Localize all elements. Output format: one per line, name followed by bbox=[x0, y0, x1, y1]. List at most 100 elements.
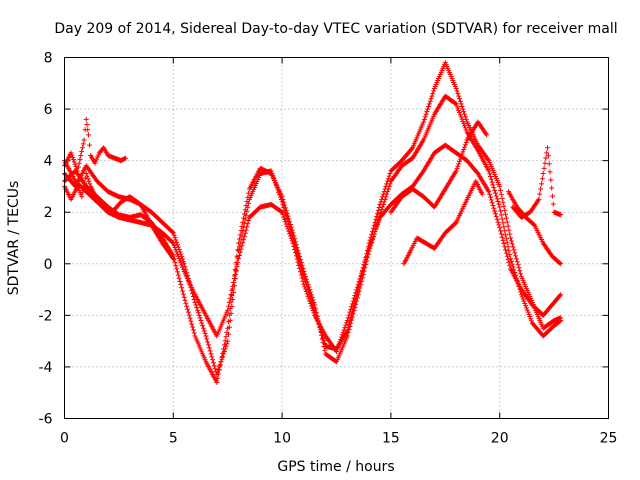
data-point bbox=[352, 304, 358, 310]
data-point bbox=[75, 168, 81, 174]
data-point bbox=[185, 306, 191, 312]
data-point bbox=[76, 160, 82, 166]
data-point bbox=[201, 328, 207, 334]
data-point bbox=[461, 121, 467, 127]
data-point bbox=[458, 154, 464, 160]
data-point bbox=[174, 239, 180, 245]
data-point bbox=[199, 320, 205, 326]
data-point bbox=[486, 189, 492, 195]
data-point bbox=[508, 256, 514, 262]
data-point bbox=[374, 213, 380, 219]
data-point bbox=[349, 301, 355, 307]
y-tick-label: 8 bbox=[44, 51, 53, 67]
data-point bbox=[479, 191, 485, 197]
data-point bbox=[279, 194, 285, 200]
data-point bbox=[352, 293, 358, 299]
data-point bbox=[214, 379, 220, 385]
data-point bbox=[502, 244, 508, 250]
data-point bbox=[239, 223, 245, 229]
data-point bbox=[286, 216, 292, 222]
data-point bbox=[494, 196, 500, 202]
data-point bbox=[421, 116, 427, 122]
data-point bbox=[293, 242, 299, 248]
data-point bbox=[346, 327, 352, 333]
y-tick-label: 4 bbox=[44, 154, 53, 170]
data-point bbox=[427, 98, 433, 104]
data-point bbox=[498, 208, 504, 214]
data-point bbox=[376, 217, 382, 223]
data-point bbox=[337, 339, 343, 345]
data-point bbox=[487, 194, 493, 200]
data-point bbox=[229, 287, 235, 293]
data-point bbox=[227, 295, 233, 301]
data-point bbox=[495, 199, 501, 205]
data-point bbox=[513, 253, 519, 259]
data-point bbox=[371, 222, 377, 228]
data-point bbox=[281, 199, 287, 205]
data-point bbox=[175, 272, 181, 278]
data-point bbox=[457, 98, 463, 104]
data-point bbox=[180, 266, 186, 272]
data-point bbox=[295, 259, 301, 265]
data-point bbox=[537, 191, 543, 197]
data-point bbox=[181, 261, 187, 267]
data-point bbox=[379, 207, 385, 213]
data-point bbox=[493, 214, 499, 220]
data-point bbox=[506, 260, 512, 266]
data-point bbox=[462, 142, 468, 148]
data-point bbox=[529, 318, 535, 324]
data-point bbox=[512, 250, 518, 256]
data-point bbox=[456, 107, 462, 113]
tick-labels: 0 5 10 15 20 25 -6 -4 -2 0 2 4 6 8 bbox=[39, 51, 618, 447]
data-point bbox=[349, 317, 355, 323]
data-point bbox=[429, 93, 435, 99]
data-point bbox=[245, 194, 251, 200]
data-point bbox=[183, 300, 189, 306]
data-point bbox=[489, 200, 495, 206]
data-point bbox=[245, 221, 251, 227]
data-point bbox=[301, 281, 307, 287]
data-point bbox=[358, 273, 364, 279]
data-point bbox=[179, 285, 185, 291]
data-point bbox=[363, 256, 369, 262]
data-point bbox=[454, 88, 460, 94]
data-point bbox=[490, 202, 496, 208]
data-point bbox=[73, 163, 79, 169]
data-point bbox=[452, 100, 458, 106]
data-point bbox=[503, 232, 509, 238]
data-point bbox=[523, 303, 529, 309]
x-axis-label: GPS time / hours bbox=[277, 459, 394, 475]
data-point bbox=[456, 161, 462, 167]
data-point bbox=[462, 144, 468, 150]
data-point bbox=[243, 227, 249, 233]
data-point bbox=[489, 179, 495, 185]
data-point bbox=[178, 282, 184, 288]
data-point bbox=[558, 212, 564, 218]
data-point bbox=[384, 191, 390, 197]
data-point bbox=[177, 278, 183, 284]
data-point bbox=[182, 297, 188, 303]
data-point bbox=[354, 287, 360, 293]
data-point bbox=[288, 235, 294, 241]
data-point bbox=[386, 183, 392, 189]
data-point bbox=[536, 196, 542, 202]
x-tick-label: 0 bbox=[60, 431, 69, 447]
data-point bbox=[171, 242, 177, 248]
y-axis-label: SDTVAR / TECUs bbox=[6, 181, 22, 296]
data-point bbox=[504, 253, 510, 259]
data-point bbox=[234, 264, 240, 270]
data-point bbox=[180, 291, 186, 297]
data-point bbox=[175, 253, 181, 259]
data-point bbox=[349, 314, 355, 320]
data-point bbox=[225, 325, 231, 331]
data-point bbox=[320, 340, 326, 346]
data-point bbox=[557, 293, 563, 299]
data-point bbox=[319, 336, 325, 342]
data-point bbox=[486, 168, 492, 174]
data-point bbox=[500, 237, 506, 243]
data-point bbox=[380, 204, 386, 210]
data-point bbox=[304, 291, 310, 297]
data-point bbox=[304, 279, 310, 285]
data-point bbox=[426, 101, 432, 107]
data-point bbox=[191, 330, 197, 336]
